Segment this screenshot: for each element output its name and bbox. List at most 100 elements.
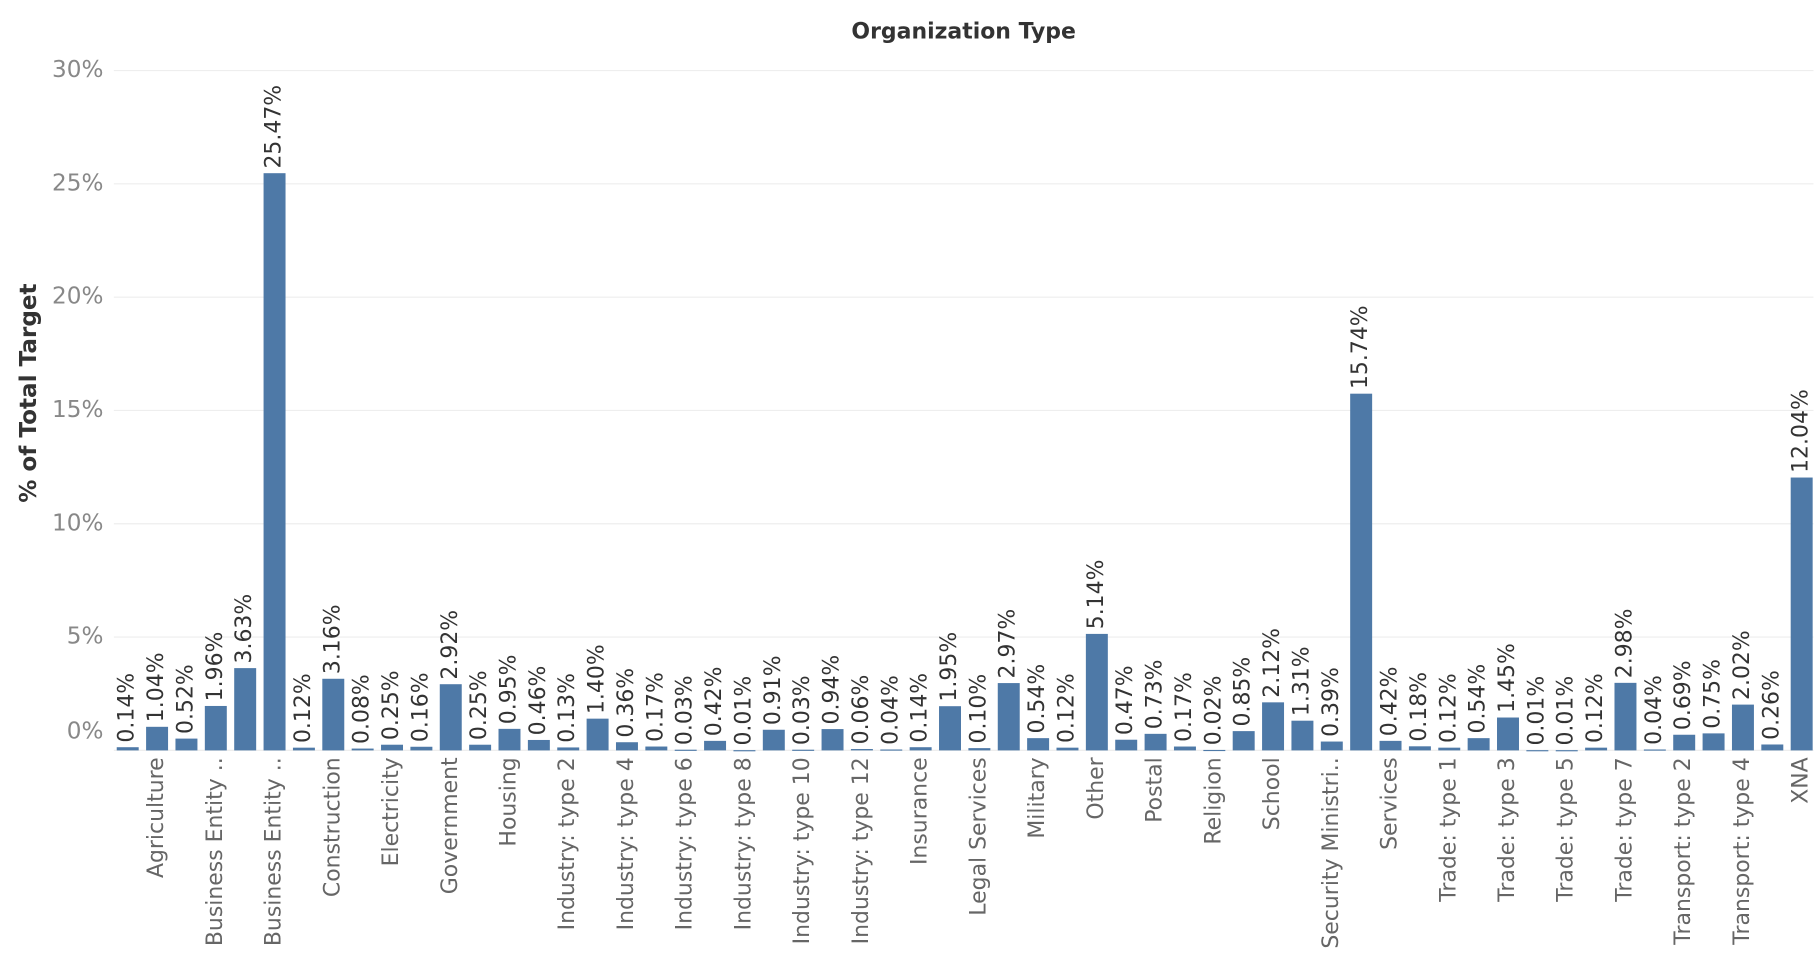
value-label: 2.97% — [996, 609, 1021, 679]
bar — [1262, 702, 1285, 751]
x-tick-label: Trade: type 1 — [1436, 757, 1461, 902]
bar — [1085, 633, 1108, 751]
bar — [1438, 747, 1461, 751]
x-tick-label: Business Entity .. — [203, 757, 228, 946]
value-label: 0.26% — [1759, 670, 1784, 740]
bar — [557, 747, 580, 751]
bar — [1144, 733, 1167, 751]
value-label: 0.17% — [1172, 672, 1197, 742]
value-label: 0.54% — [1025, 664, 1050, 734]
x-tick-label: Business Entity .. — [262, 757, 287, 946]
y-tick-label: 25% — [52, 170, 103, 196]
x-tick-label: Other — [1084, 756, 1109, 819]
bar — [821, 729, 844, 751]
bar — [909, 747, 932, 751]
bar — [1408, 746, 1431, 751]
bar — [1379, 740, 1402, 751]
bar — [939, 706, 961, 751]
bar — [674, 749, 697, 751]
value-label: 0.06% — [849, 675, 874, 745]
value-label: 0.08% — [350, 674, 375, 744]
value-label: 1.45% — [1495, 643, 1520, 713]
bar — [850, 749, 873, 751]
value-label: 0.12% — [1436, 673, 1461, 743]
bar — [645, 746, 668, 751]
value-label: 15.74% — [1348, 305, 1373, 389]
x-tick-label: Trade: type 5 — [1554, 757, 1579, 902]
bar — [733, 750, 756, 752]
x-tick-label: Transport: type 2 — [1671, 757, 1696, 945]
value-label: 0.54% — [1466, 664, 1491, 734]
x-tick-label: Industry: type 6 — [673, 757, 698, 930]
value-label: 0.02% — [1201, 676, 1226, 746]
value-label: 0.14% — [908, 673, 933, 743]
x-tick-label: Industry: type 12 — [849, 757, 874, 944]
x-tick-label: Postal — [1143, 757, 1168, 822]
value-label: 0.01% — [1524, 676, 1549, 746]
bar — [116, 747, 139, 751]
bar — [234, 668, 257, 751]
bar — [1673, 734, 1696, 751]
value-label: 0.52% — [173, 664, 198, 734]
value-label: 0.03% — [790, 675, 815, 745]
value-label: 0.25% — [379, 670, 404, 740]
value-label: 12.04% — [1789, 389, 1814, 473]
bar — [1731, 704, 1754, 751]
value-label: 0.46% — [526, 666, 551, 736]
bar — [146, 726, 169, 751]
value-label: 0.17% — [643, 672, 668, 742]
bar — [381, 744, 404, 751]
x-tick-label: Security Ministri.. — [1319, 757, 1344, 948]
value-label: 0.91% — [761, 655, 786, 725]
bar — [1467, 738, 1490, 751]
y-tick-label: 30% — [52, 57, 103, 83]
value-label: 1.40% — [585, 644, 610, 714]
y-axis-title: % of Total Target — [16, 283, 42, 502]
bar — [792, 749, 815, 751]
bar — [1056, 747, 1079, 751]
bar — [1115, 739, 1138, 751]
bar — [1790, 477, 1813, 751]
bar — [351, 748, 374, 751]
value-label: 3.63% — [232, 594, 257, 664]
value-label: 0.10% — [966, 674, 991, 744]
value-label: 0.13% — [555, 673, 580, 743]
x-tick-label: Religion — [1201, 757, 1226, 844]
value-label: 0.36% — [614, 668, 639, 738]
y-tick-label: 20% — [52, 284, 103, 310]
value-label: 0.85% — [1231, 657, 1256, 727]
value-label: 1.31% — [1289, 646, 1314, 716]
value-label: 2.98% — [1612, 608, 1637, 678]
bar — [880, 749, 903, 751]
x-tick-label: Construction — [320, 757, 345, 897]
x-tick-label: Housing — [496, 757, 521, 846]
bar — [615, 742, 638, 751]
bar — [204, 705, 227, 751]
bar — [175, 738, 198, 751]
value-label: 0.16% — [408, 672, 433, 742]
bar — [1027, 738, 1050, 751]
bar — [1232, 731, 1255, 751]
bar — [704, 740, 727, 751]
chart-title: Organization Type — [851, 19, 1075, 44]
x-tick-label: Industry: type 10 — [790, 757, 815, 944]
value-label: 0.03% — [673, 675, 698, 745]
value-label: 1.95% — [937, 632, 962, 702]
x-tick-label: Insurance — [908, 757, 933, 865]
value-label: 0.18% — [1407, 672, 1432, 742]
value-label: 2.02% — [1730, 630, 1755, 700]
bar — [1526, 750, 1549, 752]
bar — [263, 173, 286, 751]
value-label: 0.12% — [291, 673, 316, 743]
value-label: 0.42% — [1378, 666, 1403, 736]
bar — [1555, 750, 1578, 752]
y-tick-label: 10% — [52, 510, 103, 536]
value-label: 0.01% — [731, 676, 756, 746]
bar — [410, 746, 433, 751]
bar — [762, 729, 785, 751]
x-tick-label: Trade: type 7 — [1612, 757, 1637, 902]
x-tick-label: Transport: type 4 — [1730, 757, 1755, 945]
bar — [1173, 746, 1196, 751]
value-label: 0.69% — [1671, 660, 1696, 730]
y-tick-label: 5% — [67, 624, 104, 650]
